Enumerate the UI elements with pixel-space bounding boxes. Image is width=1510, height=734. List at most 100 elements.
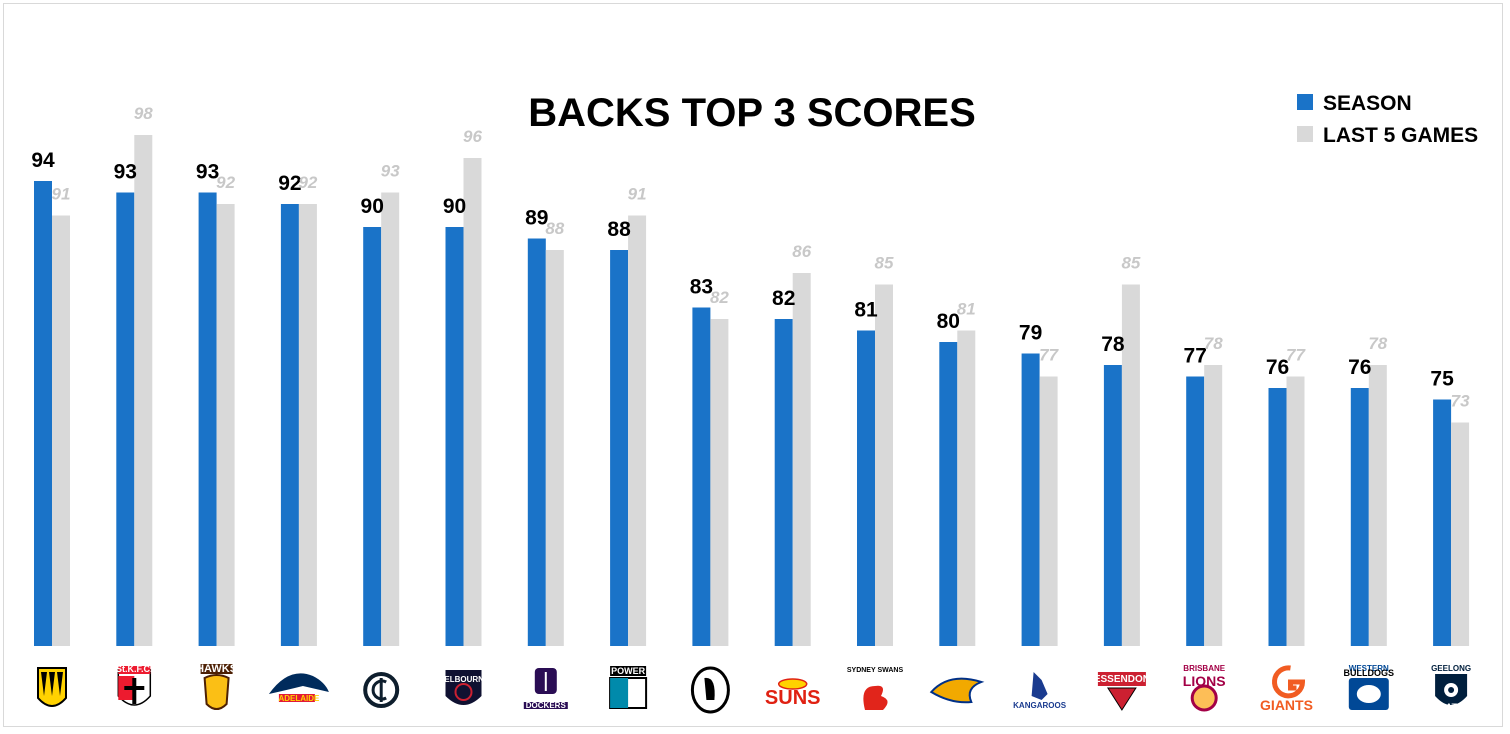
bar-last5 <box>1368 365 1387 646</box>
team-logo-geelong-icon: GEELONG CATS <box>1431 664 1471 712</box>
svg-text:WESTERN: WESTERN <box>1349 664 1389 673</box>
data-label-last5: 82 <box>710 288 729 307</box>
bar-season <box>363 227 382 646</box>
bar-season <box>280 204 299 646</box>
svg-text:CATS: CATS <box>1439 702 1463 712</box>
legend-swatch-season <box>1297 94 1313 110</box>
data-label-season: 89 <box>525 207 548 230</box>
svg-text:POWER: POWER <box>611 666 646 676</box>
team-logo-giants-icon: GIANTS <box>1260 665 1313 713</box>
data-label-last5: 78 <box>1204 334 1223 353</box>
team-logo-magpies-icon <box>690 666 730 714</box>
data-label-season: 76 <box>1266 356 1289 379</box>
data-label-season: 75 <box>1430 368 1454 391</box>
bar-season <box>1021 353 1040 646</box>
data-label-last5: 73 <box>1451 392 1470 411</box>
team-logo-tigers-icon <box>37 667 67 707</box>
data-label-last5: 91 <box>628 185 647 204</box>
data-label-season: 80 <box>937 310 960 333</box>
data-label-season: 79 <box>1019 322 1042 345</box>
team-logo-kangaroos-icon: KANGAROOS <box>1013 672 1067 710</box>
chart-frame <box>3 3 1503 727</box>
legend-label-last5: LAST 5 GAMES <box>1323 124 1478 147</box>
bar-season <box>1350 388 1369 646</box>
svg-text:St.K.F.C.: St.K.F.C. <box>116 664 153 674</box>
data-label-last5: 85 <box>1121 254 1140 273</box>
bar-season <box>1186 376 1205 646</box>
bar-season <box>610 250 629 646</box>
chart-title: BACKS TOP 3 SCORES <box>528 91 976 135</box>
bar-last5 <box>1286 376 1305 646</box>
data-label-season: 77 <box>1184 345 1207 368</box>
team-logo-swans-icon: SYDNEY SWANS <box>847 667 904 710</box>
bar-last5 <box>710 319 729 646</box>
legend-label-season: SEASON <box>1323 92 1412 115</box>
bar-season <box>774 319 793 646</box>
bar-season <box>692 307 711 646</box>
bar-last5 <box>1451 422 1470 646</box>
data-label-season: 76 <box>1348 356 1371 379</box>
svg-text:SUNS: SUNS <box>765 687 821 709</box>
bar-season <box>116 192 135 646</box>
team-logo-suns-icon: SUNS <box>765 678 821 709</box>
bar-season <box>1103 365 1122 646</box>
bar-season <box>527 238 546 646</box>
team-logo-melbourne-icon: MELBOURNE <box>438 670 490 705</box>
data-label-last5: 96 <box>463 127 482 146</box>
bar-last5 <box>134 135 153 646</box>
team-logo-saints-icon: St.K.F.C. <box>116 664 153 706</box>
data-label-season: 92 <box>278 172 301 195</box>
team-logo-eagles-icon <box>929 677 985 704</box>
bar-last5 <box>1204 365 1223 646</box>
data-label-last5: 77 <box>1039 346 1059 365</box>
bar-season <box>1268 388 1287 646</box>
bar-last5 <box>792 273 811 646</box>
data-label-season: 93 <box>114 161 137 184</box>
data-label-season: 82 <box>772 287 795 310</box>
team-logo-crows-icon: ADELAIDE <box>268 673 329 703</box>
data-label-last5: 93 <box>381 162 400 181</box>
legend: SEASON LAST 5 GAMES <box>1297 92 1478 147</box>
bar-season <box>34 181 52 646</box>
bar-last5 <box>1121 284 1140 646</box>
bar-season <box>445 227 464 646</box>
data-label-last5: 78 <box>1368 334 1387 353</box>
data-label-last5: 91 <box>52 185 71 204</box>
svg-text:SYDNEY SWANS: SYDNEY SWANS <box>847 667 904 674</box>
data-label-last5: 88 <box>545 219 564 238</box>
bar-season <box>857 330 875 646</box>
bar-season <box>1433 399 1452 646</box>
data-label-last5: 81 <box>957 300 976 319</box>
data-label-season: 78 <box>1101 333 1125 356</box>
data-label-last5: 85 <box>875 254 894 273</box>
bar-last5 <box>216 204 235 646</box>
bar-last5 <box>875 284 893 646</box>
data-label-season: 93 <box>196 161 219 184</box>
bar-last5 <box>463 158 482 646</box>
data-label-season: 88 <box>607 218 631 241</box>
team-logo-carlton-icon <box>363 672 400 708</box>
team-logo-power-icon: POWER <box>609 666 648 709</box>
data-label-season: 94 <box>31 149 55 172</box>
bar-last5 <box>1039 376 1058 646</box>
svg-text:GEELONG: GEELONG <box>1431 664 1471 673</box>
bar-last5 <box>545 250 564 646</box>
svg-text:BULLDOGS: BULLDOGS <box>1344 668 1395 678</box>
team-logo-essendon-icon: ESSENDON <box>1094 672 1150 711</box>
svg-text:BRISBANE: BRISBANE <box>1183 664 1225 673</box>
bar-last5 <box>52 215 70 646</box>
svg-text:DOCKERS: DOCKERS <box>526 701 567 710</box>
bars-group <box>34 135 1470 646</box>
bar-last5 <box>381 192 400 646</box>
bar-season <box>939 342 958 646</box>
svg-text:HAWKS: HAWKS <box>196 663 237 675</box>
data-label-season: 81 <box>854 299 878 322</box>
data-label-last5: 77 <box>1286 346 1306 365</box>
data-label-last5: 98 <box>134 104 153 123</box>
team-logo-fremantle-icon: DOCKERS <box>523 668 568 710</box>
svg-text:KANGAROOS: KANGAROOS <box>1013 701 1067 710</box>
